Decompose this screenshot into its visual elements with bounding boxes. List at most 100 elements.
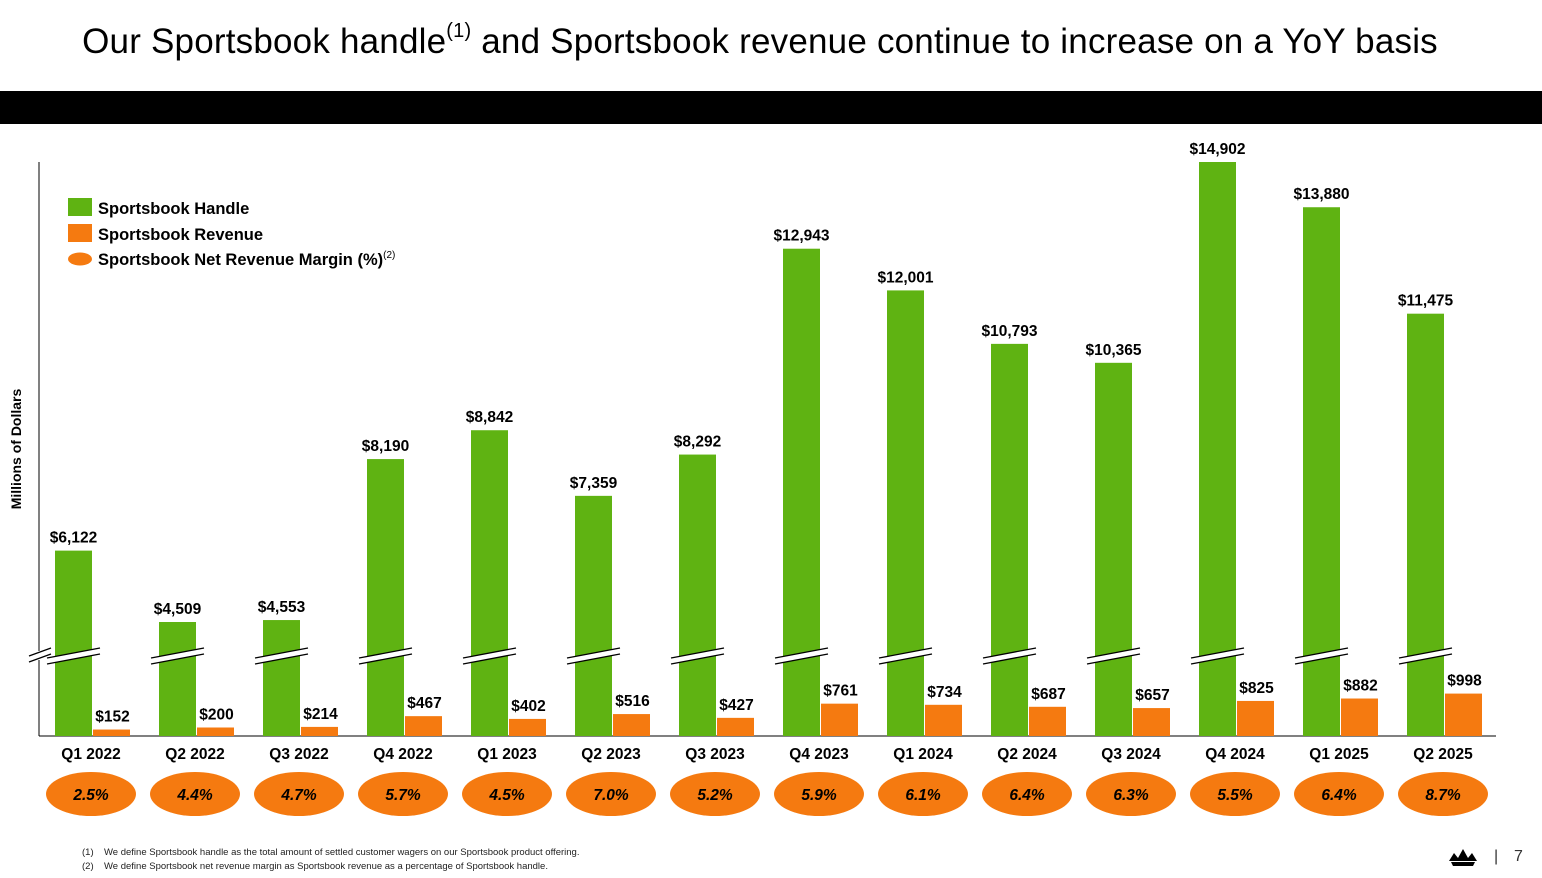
legend-label-margin-text: Sportsbook Net Revenue Margin (%)	[98, 251, 383, 269]
x-tick-label: Q3 2024	[1101, 746, 1161, 763]
handle-bar-break-mark	[462, 647, 517, 659]
revenue-value-label: $882	[1343, 678, 1377, 695]
handle-bar-break-gap	[984, 648, 1035, 664]
handle-bar-break-gap	[48, 648, 99, 664]
margin-value-label: 2.5%	[72, 787, 109, 804]
handle-value-label: $10,365	[1085, 342, 1141, 359]
handle-bar-break-gap	[776, 648, 827, 664]
revenue-bar	[925, 704, 962, 736]
revenue-value-label: $734	[927, 684, 962, 701]
margin-ellipse	[254, 772, 344, 816]
x-tick-label: Q1 2023	[477, 746, 537, 763]
margin-ellipse	[982, 772, 1072, 816]
footnotes: (1) We define Sportsbook handle as the to…	[82, 846, 579, 874]
legend-label-margin: Sportsbook Net Revenue Margin (%)(2)	[98, 250, 395, 269]
revenue-bar	[1133, 708, 1170, 736]
handle-bar-break-mark	[254, 653, 309, 665]
handle-value-label: $6,122	[50, 530, 97, 547]
handle-bar-break-gap	[880, 648, 931, 664]
handle-bar-break-mark	[1398, 653, 1453, 665]
x-tick-label: Q1 2025	[1309, 746, 1369, 763]
revenue-bar	[405, 716, 442, 736]
handle-bar	[159, 622, 196, 736]
margin-ellipse	[1190, 772, 1280, 816]
handle-bar-break-mark	[150, 653, 205, 665]
handle-bar-break-mark	[878, 653, 933, 665]
handle-bar	[367, 459, 404, 736]
handle-bar	[679, 454, 716, 736]
revenue-bar	[197, 727, 234, 736]
x-tick-label: Q2 2024	[997, 746, 1057, 763]
revenue-bar	[509, 718, 546, 736]
margin-ellipse	[670, 772, 760, 816]
handle-bar-break-mark	[462, 653, 517, 665]
footnote-1-mark: (1)	[82, 847, 94, 858]
margin-value-label: 5.5%	[1217, 787, 1253, 804]
handle-bar	[1199, 162, 1236, 736]
margin-value-label: 4.5%	[488, 787, 525, 804]
handle-bar-break-mark	[670, 647, 725, 659]
handle-bar	[1095, 362, 1132, 736]
handle-bar-break-mark	[774, 653, 829, 665]
handle-bar-break-mark	[358, 647, 413, 659]
handle-bar-break-gap	[672, 648, 723, 664]
margin-value-label: 5.7%	[385, 787, 421, 804]
handle-bar	[471, 430, 508, 736]
handle-value-label: $11,475	[1398, 293, 1454, 310]
x-tick-label: Q2 2023	[581, 746, 641, 763]
handle-bar-break-gap	[1192, 648, 1243, 664]
margin-value-label: 8.7%	[1425, 787, 1461, 804]
handle-bar-break-gap	[1296, 648, 1347, 664]
x-tick-label: Q2 2025	[1413, 746, 1473, 763]
handle-bar-break-gap	[152, 648, 203, 664]
y-axis-break-mark	[28, 647, 52, 657]
handle-value-label: $8,842	[466, 409, 513, 426]
handle-bar-break-mark	[1294, 647, 1349, 659]
revenue-value-label: $214	[303, 706, 338, 723]
revenue-value-label: $998	[1447, 673, 1482, 690]
margin-value-label: 5.2%	[697, 787, 733, 804]
margin-ellipse	[150, 772, 240, 816]
footnote-1-text: We define Sportsbook handle as the total…	[104, 847, 580, 858]
handle-bar-break-mark	[774, 647, 829, 659]
handle-bar-break-mark	[566, 653, 621, 665]
legend-swatch-margin	[68, 252, 92, 266]
legend-swatch-revenue	[68, 224, 92, 242]
x-tick-label: Q1 2024	[893, 746, 953, 763]
revenue-value-label: $825	[1239, 680, 1274, 697]
handle-bar-break-gap	[360, 648, 411, 664]
handle-bar-break-mark	[566, 647, 621, 659]
footnote-2-mark: (2)	[82, 861, 94, 872]
revenue-bar	[1341, 698, 1378, 736]
margin-value-label: 7.0%	[593, 787, 629, 804]
page-title: Our Sportsbook handle(1) and Sportsbook …	[0, 20, 1520, 62]
revenue-value-label: $687	[1031, 686, 1065, 703]
handle-bar-break-gap	[568, 648, 619, 664]
margin-ellipse	[1294, 772, 1384, 816]
margin-ellipse	[878, 772, 968, 816]
legend-swatch-handle	[68, 198, 92, 216]
handle-bar-break-mark	[1190, 647, 1245, 659]
handle-value-label: $10,793	[981, 323, 1037, 340]
crown-logo-icon	[1449, 849, 1477, 866]
x-tick-label: Q3 2023	[685, 746, 745, 763]
handle-value-label: $4,509	[154, 601, 202, 618]
x-tick-label: Q2 2022	[165, 746, 224, 763]
handle-value-label: $8,190	[362, 438, 409, 455]
revenue-value-label: $427	[719, 697, 753, 714]
handle-bar-break-mark	[150, 647, 205, 659]
handle-bar-break-mark	[1294, 653, 1349, 665]
revenue-value-label: $152	[95, 709, 129, 726]
handle-bar-break-mark	[358, 653, 413, 665]
revenue-value-label: $200	[199, 707, 233, 724]
title-rest: and Sportsbook revenue continue to incre…	[471, 22, 1438, 61]
handle-bar	[263, 620, 300, 736]
revenue-value-label: $516	[615, 693, 650, 710]
margin-ellipse	[1086, 772, 1176, 816]
handle-bar-break-mark	[982, 647, 1037, 659]
handle-bar	[575, 495, 612, 736]
handle-bar-break-mark	[46, 647, 101, 659]
margin-value-label: 6.4%	[1009, 787, 1045, 804]
x-tick-label: Q4 2022	[373, 746, 432, 763]
